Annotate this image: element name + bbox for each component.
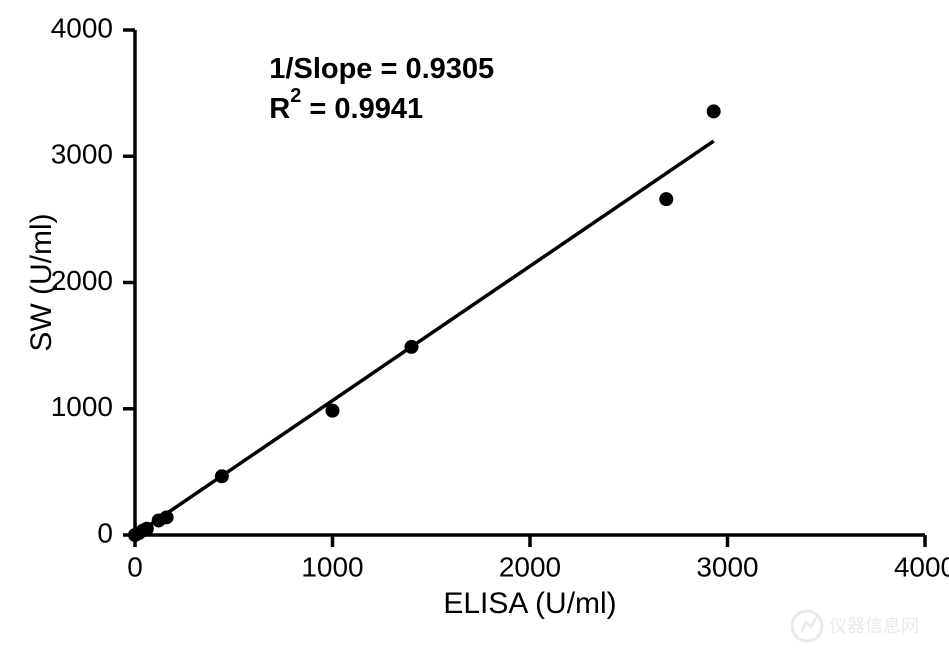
data-point <box>405 340 419 354</box>
data-point <box>140 522 154 536</box>
data-point <box>707 104 721 118</box>
scatter-chart: 0 1000 2000 3000 4000 0 1000 2000 3000 4000 ELISA … <box>0 0 949 662</box>
y-tick-label: 3000 <box>51 139 113 170</box>
data-point <box>215 469 229 483</box>
y-axis-label: SW (U/ml) <box>25 213 58 351</box>
x-tick-label: 0 <box>127 551 143 582</box>
data-point <box>326 404 340 418</box>
data-point <box>659 192 673 206</box>
y-tick-label: 2000 <box>51 265 113 296</box>
chart-annotation: 1/Slope = 0.9305 <box>269 53 494 85</box>
y-tick-label: 0 <box>97 517 113 548</box>
x-tick-label: 1000 <box>301 551 363 582</box>
x-axis-label: ELISA (U/ml) <box>443 587 616 620</box>
x-tick-label: 3000 <box>696 551 758 582</box>
y-tick-label: 1000 <box>51 391 113 422</box>
x-tick-label: 4000 <box>894 551 949 582</box>
x-tick-label: 2000 <box>499 551 561 582</box>
y-tick-label: 4000 <box>51 12 113 43</box>
data-point <box>160 510 174 524</box>
